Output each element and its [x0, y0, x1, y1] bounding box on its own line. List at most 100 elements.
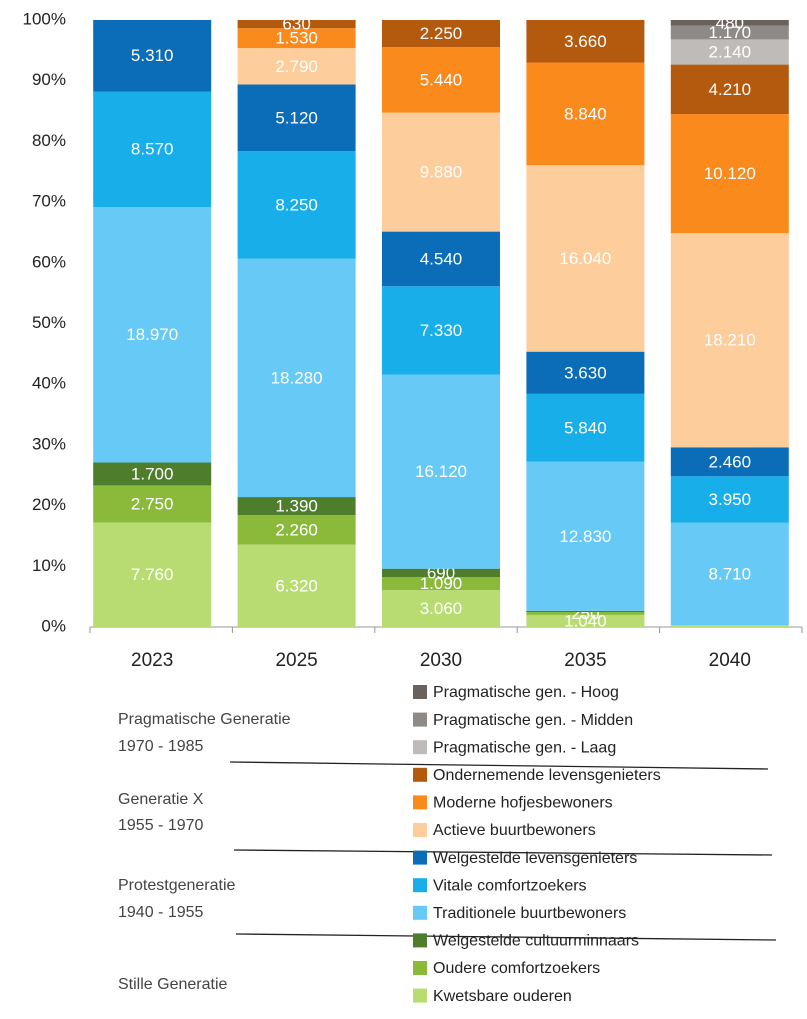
- bar-segment: [93, 91, 212, 207]
- data-label: 3.950: [709, 490, 752, 509]
- bar-segment: [237, 515, 356, 545]
- data-label: 8.250: [275, 196, 318, 215]
- data-label: 7.330: [420, 321, 463, 340]
- bar-segment: [526, 62, 645, 166]
- bar-segment: [237, 258, 356, 498]
- group-separator: [235, 933, 777, 941]
- group-years: 1940 - 1955: [118, 904, 204, 921]
- data-label: 2.260: [275, 520, 318, 539]
- data-label: 6.320: [275, 576, 318, 595]
- x-tick-label: 2035: [564, 650, 606, 671]
- data-label: 3.630: [564, 363, 607, 382]
- bar-segment: [93, 485, 212, 523]
- legend-label: Oudere comfortzoekers: [433, 960, 600, 977]
- data-label: 2.460: [709, 452, 752, 471]
- data-label: 4.210: [709, 80, 752, 99]
- bar-segment: [670, 476, 789, 523]
- x-tick-label: 2025: [275, 650, 317, 671]
- bar-segment: [526, 614, 645, 627]
- data-label: 8.710: [709, 564, 752, 583]
- data-label: 5.310: [131, 46, 174, 65]
- legend-swatch: [413, 988, 427, 1003]
- bar-segment: [670, 20, 789, 26]
- group-name: Protestgeneratie: [118, 877, 236, 894]
- data-label: 1.700: [131, 464, 174, 483]
- bar-segment: [526, 610, 645, 613]
- legend-label: Pragmatische gen. - Midden: [433, 712, 633, 729]
- y-tick-label: 90%: [32, 70, 66, 89]
- data-label: 18.280: [271, 368, 323, 387]
- legend-label: Welgestelde levensgenieters: [433, 850, 637, 867]
- legend-label: Pragmatische gen. - Laag: [433, 739, 616, 756]
- data-label: 1.090: [420, 574, 463, 593]
- legend-swatch: [413, 767, 427, 782]
- group-separator: [233, 849, 773, 856]
- bar-segment: [237, 497, 356, 516]
- data-label: 18.970: [126, 325, 178, 344]
- data-label: 5.440: [420, 70, 463, 89]
- bar-segment: [237, 28, 356, 49]
- bar-segment: [237, 84, 356, 152]
- data-label: 12.830: [559, 527, 611, 546]
- bar-segment: [670, 522, 789, 626]
- bar-segment: [382, 568, 500, 578]
- data-label: 5.120: [275, 108, 318, 127]
- legend-swatch: [413, 823, 427, 837]
- data-label: 2.250: [420, 24, 463, 43]
- bar-segment: [382, 286, 500, 375]
- data-label: 1.390: [275, 497, 318, 516]
- legend-swatch: [413, 878, 427, 893]
- data-label: 2.790: [275, 57, 318, 76]
- group-name: Stille Generatie: [118, 976, 227, 993]
- y-tick-label: 40%: [32, 374, 66, 393]
- legend-label: Traditionele buurtbewoners: [433, 905, 626, 922]
- legend-swatch: [413, 795, 427, 810]
- bar-segment: [93, 522, 212, 627]
- data-label: 5.840: [564, 418, 607, 437]
- bar-segment: [382, 590, 500, 627]
- y-tick-label: 80%: [32, 131, 66, 150]
- group-name: Pragmatische Generatie: [118, 711, 291, 728]
- data-label: 16.120: [415, 462, 467, 481]
- data-label: 1.170: [709, 23, 752, 42]
- bar-segment: [237, 48, 356, 85]
- bar-segment: [526, 612, 645, 615]
- legend-swatch: [413, 850, 427, 865]
- legend-swatch: [413, 712, 427, 727]
- bar-segment: [670, 625, 789, 627]
- bar-segment: [237, 544, 356, 627]
- bar-segment: [526, 461, 645, 611]
- data-label: 1.530: [275, 29, 318, 48]
- x-tick-label: 2030: [420, 650, 462, 671]
- x-tick-label: 2023: [131, 650, 173, 671]
- legend-swatch: [413, 961, 427, 975]
- group-years: 1955 - 1970: [118, 817, 204, 834]
- data-label: 2.750: [131, 494, 174, 513]
- data-label: 18.210: [704, 331, 756, 350]
- bar-segment: [526, 20, 645, 63]
- bar-segment: [382, 47, 500, 113]
- bar-segment: [670, 25, 789, 40]
- bar-segment: [237, 20, 356, 29]
- bar-segment: [93, 462, 212, 486]
- data-label: 1.040: [564, 611, 607, 630]
- y-tick-label: 10%: [32, 556, 66, 575]
- data-label: 480: [716, 13, 744, 32]
- bar-segment: [670, 447, 789, 477]
- bar-segment: [382, 231, 500, 287]
- legend-label: Ondernemende levensgenieters: [433, 767, 661, 784]
- y-tick-label: 70%: [32, 192, 66, 211]
- group-name: Generatie X: [118, 791, 204, 808]
- bar-segment: [93, 20, 212, 92]
- data-label: 10.120: [704, 164, 756, 183]
- y-tick-label: 0%: [41, 616, 66, 635]
- bar-segment: [670, 114, 789, 234]
- legend-label: Actieve buurtbewoners: [433, 822, 596, 839]
- bar-segment: [670, 64, 789, 115]
- data-label: 2.140: [709, 42, 752, 61]
- data-label: 8.840: [564, 104, 607, 123]
- legend-label: Pragmatische gen. - Hoog: [433, 684, 619, 701]
- data-label: 16.040: [559, 249, 611, 268]
- y-tick-label: 20%: [32, 495, 66, 514]
- data-label: 3.660: [564, 32, 607, 51]
